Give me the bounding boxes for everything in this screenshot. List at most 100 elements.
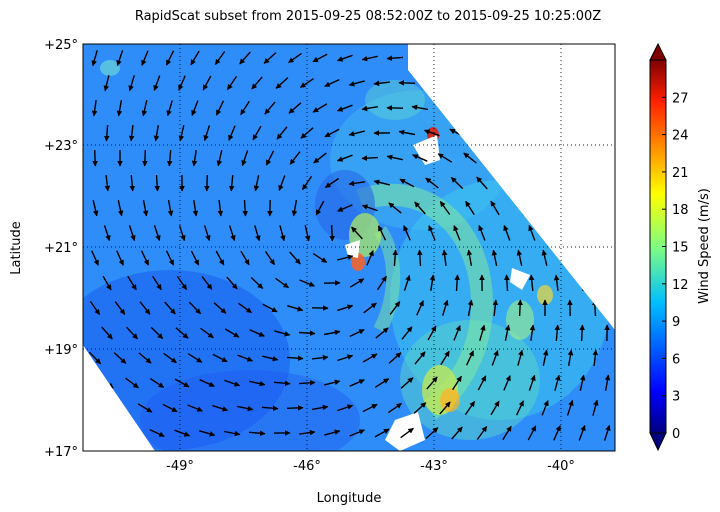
lon-tick-label: -49° [166, 459, 194, 474]
wind-vector-arrow [336, 104, 353, 112]
wind-vector-arrow [203, 125, 211, 142]
wind-vector-arrow [298, 379, 316, 386]
wind-vector-arrow [361, 55, 378, 62]
wind-vector-arrow [191, 100, 199, 117]
wind-vector-arrow [224, 328, 240, 338]
wind-vector-arrow [348, 130, 365, 137]
wind-vector-arrow [174, 378, 190, 388]
wind-vector-arrow [279, 225, 286, 242]
wind-vector-arrow [141, 100, 148, 117]
wind-vector-arrow [373, 179, 390, 186]
graticule [83, 44, 615, 451]
wind-vector-arrow [361, 155, 379, 161]
wind-vector-arrow [190, 250, 200, 266]
wind-vector-arrow [312, 354, 329, 361]
wind-vector-arrow [542, 349, 549, 366]
colorbar-tick-label: 12 [672, 278, 689, 293]
wind-vector-arrow [465, 350, 475, 366]
wind-vector-arrow [286, 355, 304, 362]
wind-vector-arrow [276, 126, 288, 140]
wind-vector-arrow [91, 250, 99, 266]
colorbar-tick-label: 27 [672, 91, 689, 106]
wind-vector-arrow [528, 274, 535, 292]
wind-vector-arrow [92, 149, 98, 167]
wind-vector-arrow [116, 50, 124, 67]
wind-vector-arrow [337, 354, 354, 362]
wind-vector-arrow [226, 76, 238, 91]
wind-vector-arrow [88, 351, 102, 365]
wind-vector-arrow [425, 427, 439, 439]
lat-tick-label: +21° [44, 241, 78, 256]
wind-vector-arrow [187, 353, 203, 363]
lon-tick-label: -40° [547, 459, 575, 474]
wind-vector-arrow [517, 299, 523, 317]
wind-vector-arrow [466, 249, 473, 267]
wind-vector-arrow [374, 378, 390, 388]
wind-vector-arrow [242, 199, 248, 217]
wind-vector-arrow [515, 400, 525, 416]
wind-vector-arrow [554, 374, 561, 391]
wind-vector-arrow [200, 327, 214, 339]
wind-vector-arrow [149, 428, 165, 438]
wind-vector-arrow [188, 301, 202, 315]
wind-vector-arrow [201, 276, 213, 290]
wind-vector-arrow [337, 254, 354, 261]
wind-vector-arrow [403, 274, 411, 291]
wind-vector-arrow [174, 429, 191, 437]
wind-vector-arrow [163, 352, 177, 364]
lat-tick-label: +23° [44, 139, 78, 154]
wind-vector-arrow [502, 425, 512, 441]
wind-vector-arrow [153, 225, 161, 242]
wind-vector-arrow [423, 129, 440, 137]
wind-vector-arrow [289, 151, 301, 165]
wind-vector-arrow [324, 379, 341, 386]
wind-vector-arrow [253, 175, 260, 192]
wind-vector-arrow [251, 76, 263, 90]
wind-vector-arrow [375, 327, 389, 339]
chart-title: RapidScat subset from 2015-09-25 08:52:0… [135, 9, 601, 24]
wind-vector-arrow [504, 324, 511, 341]
wind-vector-arrow [178, 75, 186, 91]
wind-vector-arrow [516, 249, 523, 266]
wind-vector-arrow [311, 404, 329, 411]
wind-vector-arrow [527, 425, 537, 441]
wind-vector-arrow [137, 403, 153, 413]
wind-vector-arrow [578, 424, 586, 441]
colorbar-tick-label: 9 [672, 315, 680, 330]
wind-vector-arrow [373, 80, 390, 87]
wind-vector-arrow [437, 153, 453, 163]
wind-vector-arrow [128, 225, 136, 242]
wind-vector-arrow [387, 402, 403, 414]
wind-vector-arrow [414, 201, 426, 215]
wind-vector-arrow [129, 174, 136, 192]
wind-vector-arrow [427, 325, 437, 341]
wind-vector-arrow [439, 201, 451, 215]
wind-vector-arrow [426, 376, 438, 390]
wind-vector-arrow [329, 224, 335, 242]
wind-vector-arrow [476, 176, 488, 190]
colorbar-tick-label: 15 [672, 241, 689, 256]
wind-vector-arrow [398, 129, 416, 136]
wind-vector-arrow [216, 150, 223, 167]
wind-vector-arrow [349, 429, 365, 437]
wind-vector-arrow [262, 303, 278, 313]
wind-vector-arrow [553, 274, 560, 291]
wind-vector-arrow [287, 305, 304, 312]
wind-vector-arrow [154, 174, 160, 192]
wind-vector-arrow [386, 154, 403, 161]
lon-tick-label: -46° [293, 459, 321, 474]
wind-vector-arrow [289, 251, 301, 265]
wind-vector-arrow [153, 75, 161, 92]
wind-vector-arrow [351, 226, 363, 240]
wind-vector-arrow [275, 77, 289, 89]
wind-vector-arrow [261, 405, 279, 412]
wind-vector-arrow [312, 103, 328, 113]
wind-vector-arrow [224, 379, 241, 387]
wind-vector-arrow [128, 75, 135, 92]
wind-vector-arrow [451, 426, 463, 440]
wind-vector-arrow [164, 301, 176, 315]
colorbar: 0 3 6 9 12 15 18 21 24 27 Wind Speed (m/s) [649, 42, 712, 452]
wind-vector-arrow [278, 175, 286, 192]
wind-vector-arrow [125, 377, 139, 389]
wind-vector-arrow [403, 225, 411, 241]
